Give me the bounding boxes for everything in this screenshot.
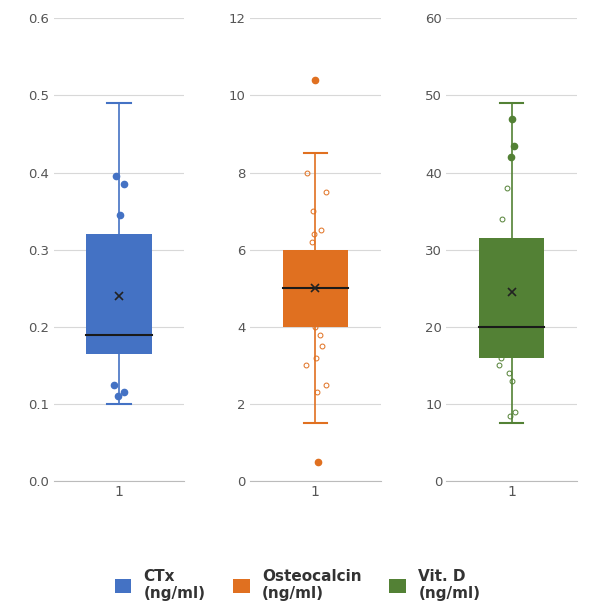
Bar — [479, 238, 544, 357]
Legend: CTx
(ng/ml), Osteocalcin
(ng/ml), Vit. D
(ng/ml): CTx (ng/ml), Osteocalcin (ng/ml), Vit. D… — [115, 569, 480, 601]
Bar — [86, 234, 152, 354]
Bar — [283, 250, 348, 327]
